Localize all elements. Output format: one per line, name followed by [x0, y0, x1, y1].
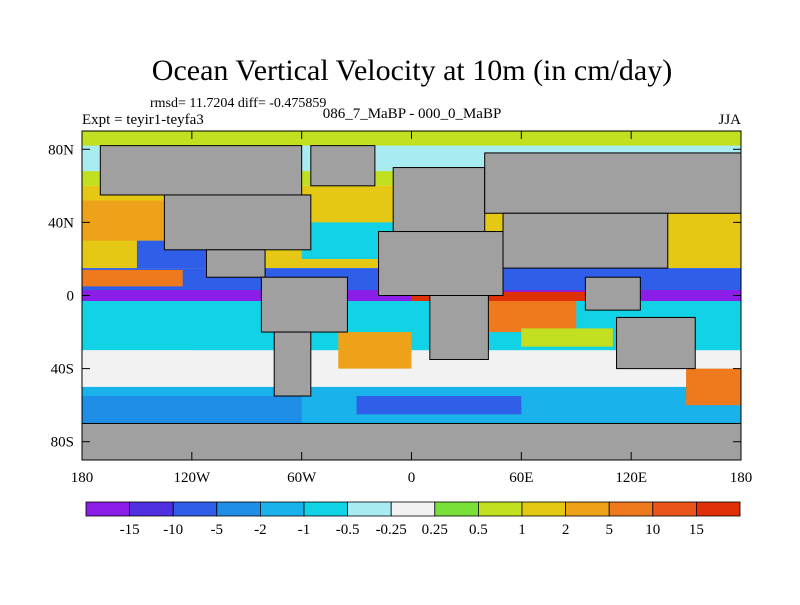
land-mass — [310, 145, 376, 187]
field-patch — [301, 222, 394, 259]
x-tick-label: 60W — [287, 470, 317, 486]
field-patch — [82, 350, 192, 369]
field-patch — [356, 396, 522, 415]
colorbar-label: -0.5 — [336, 522, 360, 538]
field-patch — [338, 332, 412, 369]
colorbar-label: -15 — [120, 522, 140, 538]
x-tick-label: 0 — [408, 470, 416, 486]
land-mass — [260, 276, 348, 333]
land-mass — [429, 295, 489, 360]
colorbar-swatch — [216, 501, 261, 517]
field-layer — [82, 131, 741, 460]
colorbar-swatch — [608, 501, 654, 517]
colorbar-label: -10 — [163, 522, 183, 538]
map-area — [81, 130, 742, 461]
y-tick-label: 80S — [51, 435, 74, 451]
colorbar-label: -0.25 — [376, 522, 407, 538]
colorbar-label: 1 — [518, 522, 526, 538]
colorbar-swatch — [85, 501, 130, 517]
x-tick-label: 120E — [615, 470, 647, 486]
x-tick-label: 60E — [509, 470, 533, 486]
colorbar-label: -2 — [254, 522, 267, 538]
x-tick-label: 120W — [173, 470, 211, 486]
field-patch — [484, 300, 577, 333]
colorbar-label: 10 — [645, 522, 660, 538]
land-mass — [392, 167, 486, 233]
field-patch — [411, 291, 632, 301]
map-axes: 180 120W 60W 0 60E 120E 180 80N 40N 0 40S 80S — [48, 131, 752, 486]
colorbar-swatch — [477, 501, 523, 517]
colorbar-label: 15 — [689, 522, 704, 538]
field-patch — [686, 368, 741, 406]
land-mass — [502, 212, 669, 269]
land-mass — [99, 145, 303, 196]
colorbar-swatch — [172, 501, 218, 517]
colorbar-swatch — [565, 501, 610, 517]
land-mass — [205, 249, 266, 278]
x-tick-label: 180 — [71, 470, 94, 486]
colorbar-swatch — [347, 501, 392, 517]
colorbar-label: 0.5 — [469, 522, 488, 538]
y-tick-label: 80N — [48, 142, 74, 158]
field-patch — [82, 396, 302, 428]
colorbar-swatch — [521, 501, 566, 517]
colorbar-label: -5 — [211, 522, 224, 538]
x-tick-label: 180 — [730, 470, 753, 486]
season-label: JJA — [718, 112, 741, 128]
period-label: 086_7_MaBP - 000_0_MaBP — [323, 106, 502, 122]
land-mass — [584, 276, 641, 311]
colorbar-swatch — [129, 501, 174, 517]
colorbar-swatch — [390, 501, 436, 517]
field-patch — [521, 328, 613, 347]
colorbar: -15 -10 -5 -2 -1 -0.5 -0.25 0.25 0.5 1 2 5 10 15 — [85, 501, 741, 538]
experiment-label: Expt = teyir1-teyfa3 — [82, 112, 204, 128]
colorbar-label: 5 — [605, 522, 613, 538]
colorbar-swatch — [652, 501, 697, 517]
colorbar-label: 2 — [562, 522, 570, 538]
land-mass — [484, 152, 741, 214]
colorbar-swatch — [434, 501, 479, 517]
colorbar-label: -1 — [298, 522, 311, 538]
land-mass — [616, 316, 696, 370]
stats-line: rmsd= 11.7204 diff= -0.475859 — [150, 96, 326, 111]
colorbar-swatch — [303, 501, 348, 517]
colorbar-swatch — [259, 501, 305, 517]
land-mass — [163, 194, 312, 251]
y-tick-label: 0 — [67, 289, 75, 305]
colorbar-label: 0.25 — [422, 522, 448, 538]
chart-title: Ocean Vertical Velocity at 10m (in cm/da… — [152, 54, 672, 87]
y-tick-label: 40S — [51, 362, 74, 378]
y-tick-label: 40N — [48, 215, 74, 231]
colorbar-swatch — [696, 501, 741, 517]
land-mass — [273, 331, 312, 397]
field-patch — [82, 269, 183, 287]
land-mass — [378, 231, 504, 296]
